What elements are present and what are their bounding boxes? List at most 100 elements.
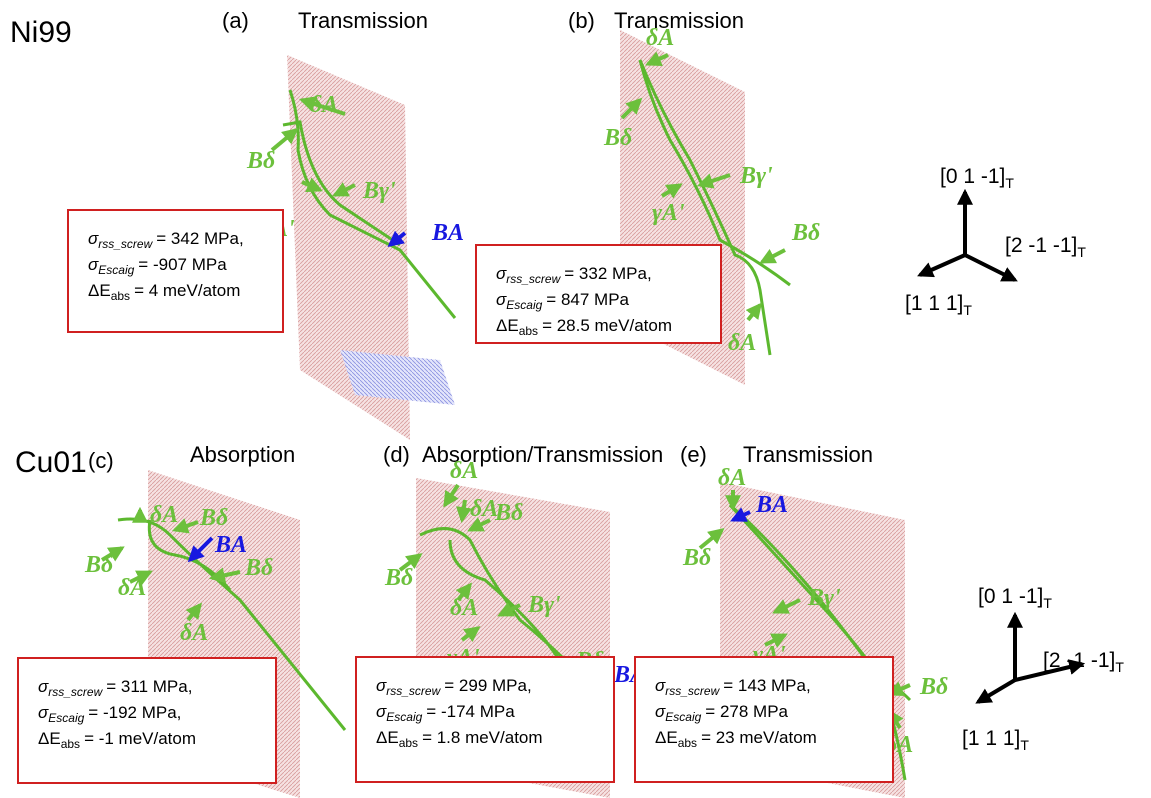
dislocation-label: Bδ xyxy=(603,125,632,151)
symbol: ΔE xyxy=(88,281,111,300)
axis-label: [1 1 1]T xyxy=(905,292,972,318)
subscript: Escaig xyxy=(506,298,542,312)
dislocation-label: Bγ' xyxy=(362,178,396,204)
axis-label: [1 1 1]T xyxy=(962,727,1029,753)
dislocation-label: BA xyxy=(755,492,788,518)
subscript: Escaig xyxy=(386,710,422,724)
value-text: = 28.5 meV/atom xyxy=(542,316,672,335)
label-arrow xyxy=(762,250,785,262)
dislocation-label: δA xyxy=(718,465,746,491)
panel-title: Transmission xyxy=(743,442,873,467)
dislocation-label: Bγ' xyxy=(807,585,841,611)
axis-text: [1 1 1] xyxy=(905,292,963,315)
value-text: = 4 meV/atom xyxy=(134,281,240,300)
axis-text: [0 1 -1] xyxy=(940,165,1005,188)
dislocation-label: BA xyxy=(214,532,247,558)
value-text: = 332 MPa, xyxy=(564,264,651,283)
subscript: rss_screw xyxy=(386,684,441,698)
axis-arrow xyxy=(920,255,965,275)
dislocation-label: δA xyxy=(450,458,478,484)
subscript: Escaig xyxy=(98,263,134,277)
axis-text: [1 1 1] xyxy=(962,727,1020,750)
subscript: rss_screw xyxy=(48,685,103,699)
symbol: ΔE xyxy=(655,728,678,747)
value-text: = 342 MPa, xyxy=(156,229,243,248)
panel-tag: (b) xyxy=(568,8,595,33)
value-text: = 311 MPa, xyxy=(106,677,192,696)
subscript: abs xyxy=(678,736,697,750)
dislocation-label: δA xyxy=(646,25,674,51)
symbol: ΔE xyxy=(376,728,399,747)
dislocation-label: Bγ' xyxy=(527,592,561,618)
dislocation-label: Bδ xyxy=(494,500,523,526)
subscript: Escaig xyxy=(665,710,701,724)
subscript: T xyxy=(1115,659,1124,675)
panel: (d)Absorption/TransmissionδAδABδBδδABγ'γ… xyxy=(356,442,663,782)
value-text: = 299 MPa, xyxy=(444,676,531,695)
value-text: = -907 MPa xyxy=(138,255,227,274)
subscript: abs xyxy=(399,736,418,750)
dislocation-label: BA xyxy=(431,220,464,246)
value-text: = 847 MPa xyxy=(546,290,629,309)
panel-tag: (d) xyxy=(383,442,410,467)
panel-tag: (e) xyxy=(680,442,707,467)
subscript: abs xyxy=(61,737,80,751)
value-text: = -1 meV/atom xyxy=(84,729,196,748)
subscript: T xyxy=(1043,595,1052,611)
axis-arrow xyxy=(965,255,1015,280)
panel-title: Transmission xyxy=(614,8,744,33)
dislocation-label: δA xyxy=(310,92,338,118)
group-label: Ni99 xyxy=(10,16,72,49)
dislocation-label: Bδ xyxy=(84,552,113,578)
dislocation-label: δA xyxy=(450,595,478,621)
subscript: T xyxy=(963,302,972,318)
subscript: abs xyxy=(111,289,130,303)
panel-title: Absorption xyxy=(190,442,295,467)
symbol: ΔE xyxy=(496,316,519,335)
dislocation-label: Bδ xyxy=(246,148,275,174)
dislocation-label: Bδ xyxy=(244,555,273,581)
axis-label: [2 -1 -1]T xyxy=(1005,234,1086,260)
dislocation-label: γA' xyxy=(652,200,685,226)
label-arrow xyxy=(748,305,760,320)
value-text: = -192 MPa, xyxy=(88,703,181,722)
dislocation-label: δA xyxy=(150,502,178,528)
figure: Ni99Cu01(a)TransmissionδABδBγ'γA'BAσrss_… xyxy=(0,0,1151,798)
axis-arrow xyxy=(978,680,1015,702)
dislocation-label: Bδ xyxy=(919,674,948,700)
dislocation-label: Bδ xyxy=(199,505,228,531)
group-label: Cu01 xyxy=(15,446,87,479)
axis-label: [0 1 -1]T xyxy=(978,585,1052,611)
panel-tag: (a) xyxy=(222,8,249,33)
subscript: T xyxy=(1077,244,1086,260)
subscript: abs xyxy=(519,324,538,338)
dislocation-label: Bγ' xyxy=(739,163,773,189)
value-text: = 1.8 meV/atom xyxy=(422,728,542,747)
value-text: = 23 meV/atom xyxy=(701,728,817,747)
panel-tag: (c) xyxy=(88,448,114,473)
axes-triad: [0 1 -1]T[2 -1 -1]T[1 1 1]T xyxy=(905,165,1086,318)
panel-title: Transmission xyxy=(298,8,428,33)
axis-label: [2 -1 -1]T xyxy=(1043,649,1124,675)
subscript: rss_screw xyxy=(665,684,720,698)
dislocation-label: δA xyxy=(180,620,208,646)
axis-text: [0 1 -1] xyxy=(978,585,1043,608)
axis-label: [0 1 -1]T xyxy=(940,165,1014,191)
subscript: T xyxy=(1005,175,1014,191)
axes-triad: [0 1 -1]T[2 -1 -1]T[1 1 1]T xyxy=(962,585,1124,753)
dislocation-label: Bδ xyxy=(791,220,820,246)
subscript: Escaig xyxy=(48,711,84,725)
axis-text: [2 -1 -1] xyxy=(1043,649,1115,672)
value-text: = 143 MPa, xyxy=(723,676,810,695)
dislocation-label: δA xyxy=(118,575,146,601)
subscript: rss_screw xyxy=(98,237,153,251)
value-text: = -174 MPa xyxy=(426,702,515,721)
dislocation-label: Bδ xyxy=(682,545,711,571)
value-text: = 278 MPa xyxy=(705,702,788,721)
dislocation-label: δA xyxy=(728,330,756,356)
subscript: T xyxy=(1020,737,1029,753)
dislocation-label: Bδ xyxy=(384,565,413,591)
symbol: ΔE xyxy=(38,729,61,748)
axis-text: [2 -1 -1] xyxy=(1005,234,1077,257)
subscript: rss_screw xyxy=(506,272,561,286)
